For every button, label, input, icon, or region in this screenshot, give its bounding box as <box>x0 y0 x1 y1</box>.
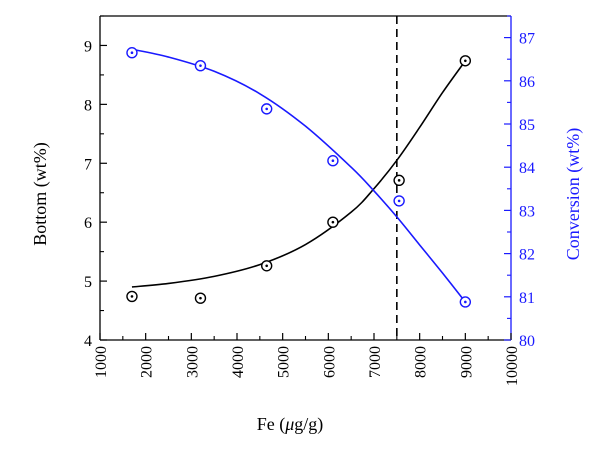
x-tick-label: 3000 <box>184 346 201 378</box>
y-right-tick-label: 80 <box>519 333 535 350</box>
fit-curve-bottom <box>131 60 466 288</box>
data-point-center-bottom <box>397 179 401 182</box>
x-axis-title: Fe (μg/g) <box>257 414 324 435</box>
data-point-center-conversion <box>464 300 467 304</box>
x-tick-label: 1000 <box>93 346 110 378</box>
y-right-tick-label: 83 <box>519 203 535 220</box>
data-point-center-conversion <box>265 107 268 111</box>
y-left-tick-label: 8 <box>84 97 92 114</box>
fit-curve-conversion <box>131 48 466 303</box>
x-tick-label: 6000 <box>321 346 338 378</box>
y-axis-right-title: Conversion (wt%) <box>563 128 584 260</box>
y-axis-left-title: Bottom (wt%) <box>30 142 51 246</box>
y-left-tick-label: 5 <box>84 274 92 291</box>
x-tick-label: 9000 <box>458 346 475 378</box>
y-right-tick-label: 84 <box>519 160 535 177</box>
data-point-center-bottom <box>130 295 134 298</box>
plot-area <box>126 16 472 340</box>
x-tick-label: 2000 <box>139 346 156 378</box>
y-left-tick-label: 4 <box>84 333 92 350</box>
x-tick-label: 7000 <box>367 346 384 378</box>
y-left-tick-label: 9 <box>84 38 92 55</box>
data-point-center-conversion <box>331 159 335 163</box>
x-tick-label: 4000 <box>230 346 247 378</box>
y-left-tick-label: 7 <box>84 156 92 173</box>
data-point-center-bottom <box>265 264 268 268</box>
axes: 1000 2000 3000 4000 5000 6000 7000 8000 9000 1000… <box>84 15 535 386</box>
data-point-center-conversion <box>397 199 401 203</box>
data-point-center-bottom <box>199 296 202 300</box>
y-left-tick-label: 6 <box>84 215 92 232</box>
x-tick-label: 5000 <box>276 346 293 378</box>
y-right-tick-label: 85 <box>519 117 535 134</box>
data-point-center-conversion <box>130 51 134 55</box>
data-point-center-bottom <box>464 59 467 63</box>
y-right-tick-label: 86 <box>519 74 535 91</box>
data-point-center-conversion <box>199 64 202 67</box>
y-right-tick-label: 82 <box>519 247 535 264</box>
y-right-tick-label: 87 <box>519 31 535 48</box>
x-tick-label: 8000 <box>413 346 430 378</box>
y-right-tick-label: 81 <box>519 290 535 307</box>
data-point-center-bottom <box>331 220 335 224</box>
x-tick-label: 10000 <box>504 346 521 386</box>
